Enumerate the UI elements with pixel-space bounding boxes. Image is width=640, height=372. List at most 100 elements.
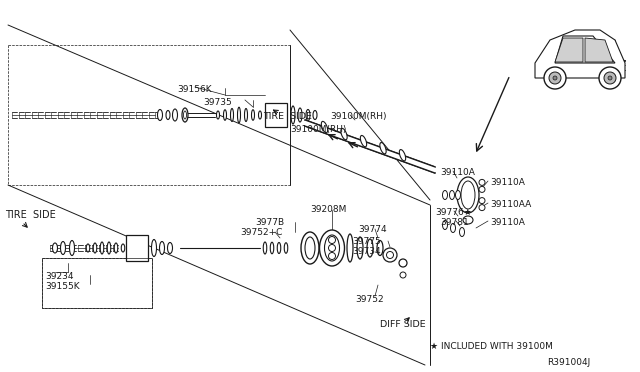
Circle shape	[544, 67, 566, 89]
Text: 39208M: 39208M	[310, 205, 346, 214]
Text: 39735: 39735	[204, 98, 232, 107]
Ellipse shape	[115, 243, 118, 253]
Ellipse shape	[70, 241, 74, 256]
Ellipse shape	[313, 110, 317, 119]
Ellipse shape	[449, 190, 454, 199]
Ellipse shape	[324, 235, 339, 261]
Text: 39110A: 39110A	[440, 168, 475, 177]
Text: 3977B: 3977B	[255, 218, 284, 227]
Ellipse shape	[152, 240, 157, 257]
Bar	[126, 235, 148, 261]
Ellipse shape	[184, 111, 186, 119]
Text: TIRE  SIDE: TIRE SIDE	[263, 112, 312, 121]
Ellipse shape	[93, 243, 97, 253]
Ellipse shape	[244, 109, 248, 122]
Ellipse shape	[216, 111, 220, 119]
Text: 39781: 39781	[440, 218, 468, 227]
Ellipse shape	[357, 237, 363, 259]
Ellipse shape	[277, 243, 281, 253]
Polygon shape	[555, 38, 583, 62]
Text: 39100M⟨RH⟩: 39100M⟨RH⟩	[290, 125, 346, 134]
Ellipse shape	[237, 107, 241, 123]
Ellipse shape	[298, 108, 302, 122]
Text: 39752+C: 39752+C	[240, 228, 282, 237]
Text: 39776★: 39776★	[435, 208, 472, 217]
Ellipse shape	[383, 248, 397, 262]
Ellipse shape	[442, 190, 447, 199]
Ellipse shape	[252, 110, 255, 120]
Text: 39110A: 39110A	[490, 178, 525, 187]
Ellipse shape	[460, 228, 465, 237]
Ellipse shape	[52, 243, 58, 253]
Ellipse shape	[100, 242, 104, 254]
Text: 39155K: 39155K	[45, 282, 79, 291]
Ellipse shape	[451, 224, 456, 232]
Ellipse shape	[377, 241, 383, 256]
Ellipse shape	[86, 244, 90, 252]
Ellipse shape	[230, 109, 234, 122]
Ellipse shape	[399, 259, 407, 267]
Polygon shape	[555, 36, 615, 63]
Ellipse shape	[347, 234, 353, 262]
Ellipse shape	[263, 242, 267, 254]
Circle shape	[604, 72, 616, 84]
Text: DIFF SIDE: DIFF SIDE	[380, 320, 426, 329]
Bar	[42, 258, 152, 308]
Text: 39774: 39774	[358, 225, 387, 234]
Text: TIRE  SIDE: TIRE SIDE	[5, 210, 56, 220]
Ellipse shape	[306, 109, 310, 121]
Text: 39752: 39752	[355, 295, 383, 304]
Ellipse shape	[173, 109, 177, 121]
Ellipse shape	[380, 142, 386, 154]
Ellipse shape	[463, 216, 473, 224]
Ellipse shape	[182, 108, 188, 122]
Ellipse shape	[291, 106, 295, 124]
Ellipse shape	[442, 221, 447, 230]
Ellipse shape	[319, 230, 344, 266]
Circle shape	[553, 76, 557, 80]
Polygon shape	[535, 30, 625, 78]
Circle shape	[599, 67, 621, 89]
Ellipse shape	[223, 110, 227, 120]
Circle shape	[328, 253, 335, 260]
Circle shape	[479, 186, 485, 192]
Circle shape	[549, 72, 561, 84]
Circle shape	[328, 244, 335, 251]
Ellipse shape	[168, 243, 173, 253]
Ellipse shape	[341, 128, 347, 140]
Ellipse shape	[461, 181, 475, 209]
Polygon shape	[305, 120, 435, 173]
Text: 39100M(RH): 39100M(RH)	[330, 112, 387, 121]
Ellipse shape	[166, 110, 170, 119]
Ellipse shape	[259, 111, 262, 119]
Ellipse shape	[387, 251, 394, 259]
Text: 39156K: 39156K	[178, 85, 212, 94]
Ellipse shape	[157, 109, 163, 121]
Ellipse shape	[456, 190, 461, 199]
Ellipse shape	[159, 241, 164, 254]
Bar	[265, 103, 287, 127]
Ellipse shape	[360, 135, 367, 147]
Polygon shape	[585, 38, 613, 62]
Ellipse shape	[367, 239, 373, 257]
Text: 39775: 39775	[352, 237, 381, 246]
Circle shape	[328, 237, 335, 244]
Text: ★ INCLUDED WITH 39100M: ★ INCLUDED WITH 39100M	[430, 342, 553, 351]
Text: 39110A: 39110A	[490, 218, 525, 227]
Ellipse shape	[400, 272, 406, 278]
Circle shape	[479, 179, 485, 185]
Ellipse shape	[305, 237, 315, 259]
Ellipse shape	[284, 243, 288, 253]
Text: 39110AA: 39110AA	[490, 200, 531, 209]
Ellipse shape	[108, 242, 111, 254]
Ellipse shape	[270, 242, 274, 254]
Text: 39734: 39734	[352, 247, 381, 256]
Ellipse shape	[321, 121, 328, 133]
Ellipse shape	[301, 232, 319, 264]
Text: 39234: 39234	[45, 272, 74, 281]
Circle shape	[479, 205, 485, 211]
Text: R391004J: R391004J	[547, 358, 590, 367]
Ellipse shape	[121, 244, 125, 252]
Circle shape	[479, 198, 485, 203]
Ellipse shape	[61, 241, 65, 254]
